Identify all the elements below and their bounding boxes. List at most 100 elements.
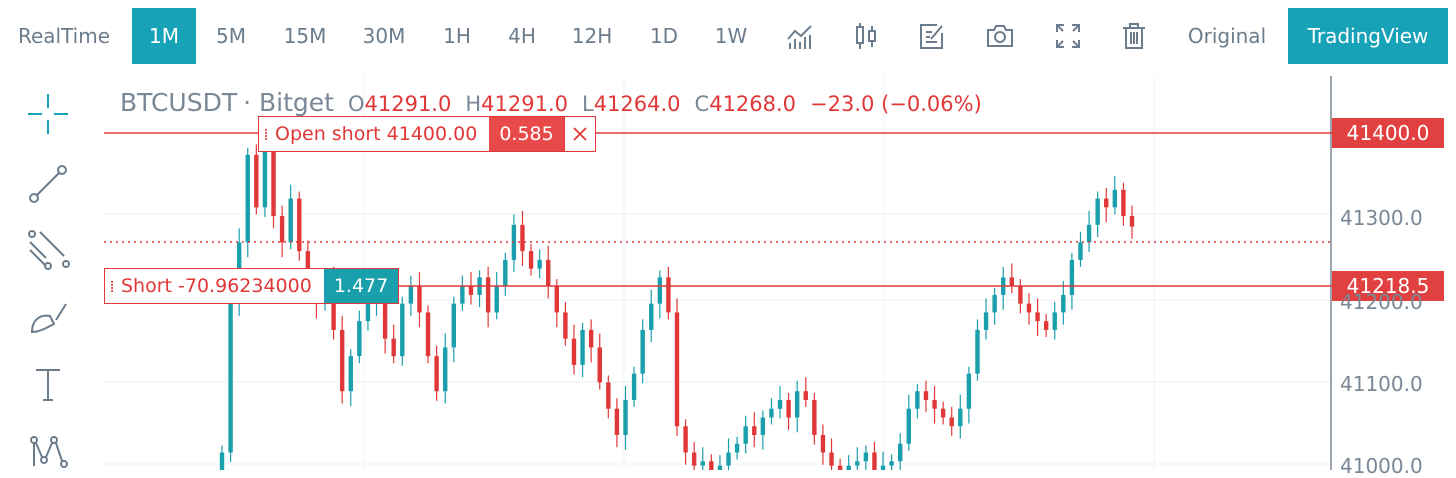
candle-body (1035, 312, 1040, 322)
candle-body (700, 461, 705, 466)
candle-body (528, 251, 534, 269)
text-tool-icon[interactable] (18, 356, 78, 412)
left-toolbar (0, 76, 100, 470)
crosshair-icon[interactable] (18, 86, 78, 142)
high-value: 41291.0 (481, 92, 568, 116)
drag-handle-icon[interactable]: ⁞ (263, 124, 269, 144)
indicators-icon[interactable] (780, 8, 820, 64)
interval-1h-button[interactable]: 1H (443, 24, 471, 48)
candle-body (932, 399, 937, 409)
candle-body (288, 198, 293, 243)
interval-1m-button[interactable]: 1M (132, 8, 196, 64)
brush-icon[interactable] (18, 288, 78, 344)
candle-body (597, 347, 602, 383)
candle-body (880, 465, 886, 470)
candle-body (666, 277, 671, 313)
candle-body (408, 286, 414, 304)
candle-body (434, 356, 439, 392)
candle-body (674, 312, 680, 427)
low-label: L (581, 92, 594, 116)
chart-type-icon[interactable] (846, 8, 886, 64)
candle-body (717, 465, 723, 470)
close-label: C (694, 92, 710, 116)
candle-body (417, 286, 422, 313)
candle-body (769, 408, 774, 418)
interval-1d-button[interactable]: 1D (649, 24, 679, 48)
candle-body (554, 286, 560, 313)
trash-icon[interactable] (1114, 8, 1154, 64)
candle-body (425, 312, 431, 357)
candle-body (520, 224, 525, 252)
interval-12h-button[interactable]: 12H (571, 24, 613, 48)
candle-body (975, 329, 980, 374)
pattern-icon[interactable] (18, 420, 78, 476)
short-position-text: Short -70.96234000 (121, 275, 312, 297)
candle-body (760, 417, 766, 435)
interval-30m-button[interactable]: 30M (362, 24, 406, 48)
candle-body (872, 452, 877, 470)
candle-body (649, 303, 654, 330)
candle-body (588, 329, 594, 348)
candle-body (400, 303, 405, 357)
short-position-qty[interactable]: 1.477 (323, 269, 399, 303)
interval-4h-button[interactable]: 4H (508, 24, 536, 48)
candle-body (906, 408, 911, 444)
drawing-edit-icon[interactable] (912, 8, 952, 64)
candle-body (940, 408, 946, 418)
open-short-qty[interactable]: 0.585 (489, 117, 564, 151)
candle-body (992, 294, 997, 313)
candle-body (846, 465, 851, 470)
candle-body (262, 146, 268, 208)
fullscreen-icon[interactable] (1048, 8, 1088, 64)
candle-body (297, 198, 302, 252)
candle-body (983, 312, 989, 330)
candle-body (855, 461, 860, 466)
realtime-button[interactable]: RealTime (17, 24, 111, 48)
candle-body (949, 417, 954, 427)
candle-body (1069, 259, 1075, 295)
open-short-order-label[interactable]: ⁞ Open short 41400.00 0.585 (258, 116, 596, 152)
candle-body (254, 154, 259, 208)
close-value: 41268.0 (709, 92, 797, 116)
candle-body (443, 347, 448, 392)
candle-body (503, 259, 508, 287)
open-short-text: Open short 41400.00 (275, 123, 478, 145)
candle-body (829, 452, 834, 466)
axis-label: 41200.0 (1340, 290, 1423, 314)
candle-body (777, 399, 783, 409)
close-icon[interactable] (563, 117, 595, 151)
exchange-name: · Bitget (243, 88, 334, 117)
candle-body (623, 399, 628, 435)
interval-1w-button[interactable]: 1W (714, 24, 748, 48)
candle-body (494, 286, 499, 313)
open-label: O (347, 92, 365, 116)
short-position-label[interactable]: ⁞ Short -70.96234000 1.477 (104, 268, 400, 304)
candle-body (357, 321, 362, 357)
candle-body (709, 461, 714, 470)
candle-body (1052, 312, 1057, 330)
camera-icon[interactable] (980, 8, 1020, 64)
candle-body (1043, 321, 1049, 330)
candle-body (898, 443, 903, 462)
candle-body (966, 373, 972, 409)
candle-body (391, 338, 396, 357)
candle-body (1026, 303, 1032, 313)
candle-body (820, 434, 826, 453)
candle-body (271, 146, 276, 217)
high-label: H (465, 92, 482, 116)
fib-tool-icon[interactable] (18, 222, 78, 278)
original-button[interactable]: Original (1187, 24, 1267, 48)
candle-body (812, 399, 817, 435)
candle-body (460, 286, 465, 304)
drag-handle-icon[interactable]: ⁞ (109, 276, 115, 296)
tradingview-button[interactable]: TradingView (1288, 8, 1448, 64)
candle-body (803, 391, 808, 400)
interval-15m-button[interactable]: 15M (283, 24, 327, 48)
candle-body (743, 426, 748, 444)
trend-line-icon[interactable] (18, 156, 78, 212)
interval-5m-button[interactable]: 5M (216, 24, 246, 48)
candle-body (1009, 277, 1015, 287)
symbol-name: BTCUSDT (120, 88, 238, 117)
candle-body (1129, 216, 1135, 227)
candle-body (606, 382, 611, 409)
